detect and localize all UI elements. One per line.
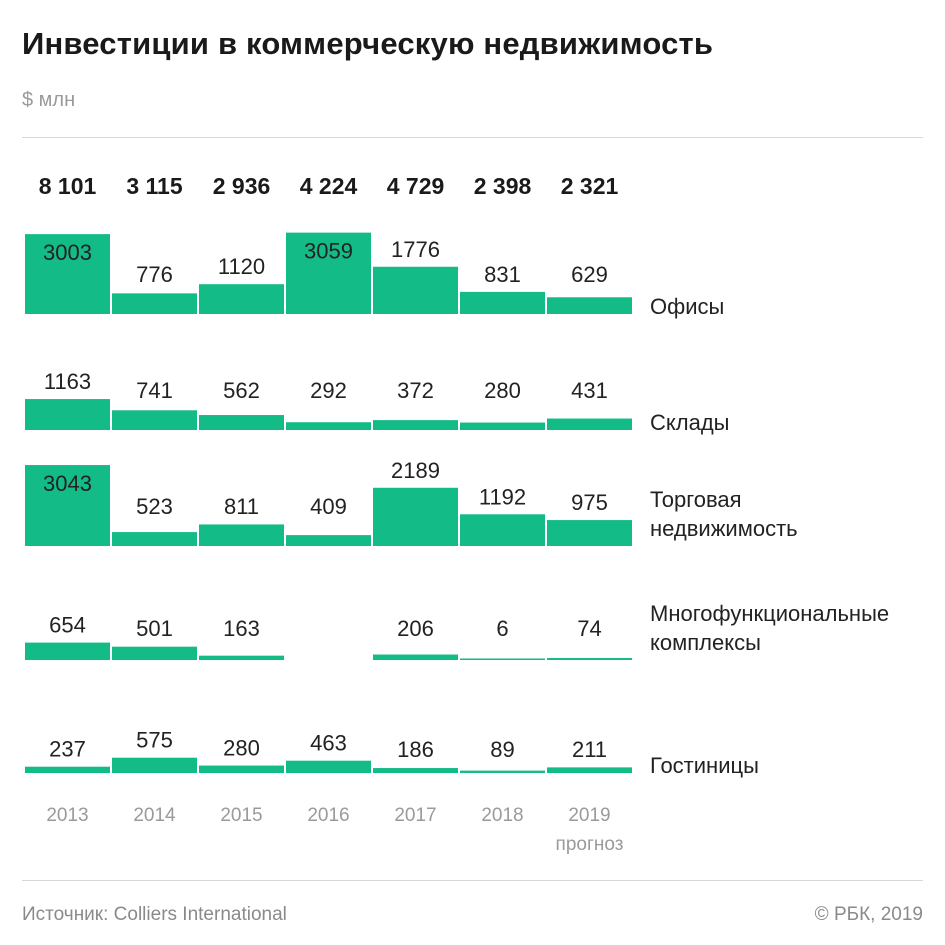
bar: [460, 770, 545, 773]
bottom-divider: [22, 880, 923, 881]
year-label: 2016: [307, 805, 349, 826]
value-label: 3003: [43, 240, 92, 265]
value-label: 831: [484, 262, 521, 287]
bar: [112, 757, 197, 773]
value-label: 776: [136, 262, 173, 287]
value-label: 74: [577, 616, 601, 641]
bar: [373, 266, 458, 314]
year-label: 2014: [133, 805, 176, 826]
bar: [199, 524, 284, 546]
value-label: 1776: [391, 237, 440, 262]
total-label: 3 115: [126, 173, 182, 199]
bar: [199, 415, 284, 430]
year-label: 2013: [46, 805, 88, 826]
total-label: 4 729: [387, 173, 445, 199]
series-label: недвижимость: [650, 516, 798, 541]
bar: [199, 284, 284, 314]
total-label: 4 224: [300, 173, 358, 199]
value-label: 163: [223, 616, 260, 641]
bar: [286, 232, 371, 314]
value-label: 211: [572, 737, 607, 762]
series-label: комплексы: [650, 630, 761, 655]
year-label: 2017: [394, 805, 436, 826]
year-label: 2019: [568, 805, 610, 826]
value-label: 6: [496, 616, 508, 641]
bar: [547, 297, 632, 314]
value-label: 523: [136, 494, 173, 519]
top-divider: [22, 137, 923, 138]
year-note: прогноз: [556, 834, 624, 855]
total-label: 8 101: [39, 173, 97, 199]
value-label: 431: [571, 378, 608, 403]
value-label: 562: [223, 378, 260, 403]
unit-label: $ млн: [22, 89, 76, 111]
value-label: 409: [310, 494, 347, 519]
bar: [547, 520, 632, 546]
bar: [25, 465, 110, 546]
bar: [373, 768, 458, 773]
value-label: 811: [224, 494, 259, 519]
value-label: 372: [397, 378, 434, 403]
series-label: Торговая: [650, 487, 742, 512]
series-label: Гостиницы: [650, 753, 759, 778]
year-label: 2018: [481, 805, 523, 826]
bar: [286, 760, 371, 773]
bar: [112, 410, 197, 430]
series-label: Склады: [650, 410, 729, 435]
value-label: 463: [310, 731, 347, 756]
source-note: Источник: Colliers International: [22, 904, 287, 925]
bar: [286, 422, 371, 430]
value-label: 186: [397, 737, 434, 762]
chart-title: Инвестиции в коммерческую недвижимость: [22, 26, 714, 61]
chart: 8 101 3 115 2 936 4 224 4 729 2 398 2 321 3003 7…: [25, 173, 889, 855]
bar: [112, 532, 197, 546]
series-label: Многофункциональные: [650, 601, 889, 626]
bar: [460, 658, 545, 660]
bar: [373, 420, 458, 430]
total-label: 2 936: [213, 173, 271, 199]
bar: [25, 642, 110, 660]
value-label: 1192: [479, 484, 526, 509]
value-label: 1120: [218, 254, 265, 279]
total-label: 2 321: [561, 173, 619, 199]
bar: [112, 293, 197, 314]
value-label: 1163: [44, 369, 91, 394]
bar: [25, 399, 110, 430]
value-label: 975: [571, 490, 608, 515]
value-label: 292: [310, 378, 347, 403]
value-label: 654: [49, 613, 86, 638]
value-label: 89: [490, 737, 514, 762]
bar: [373, 487, 458, 546]
bar: [25, 234, 110, 314]
value-label: 280: [223, 736, 260, 761]
value-label: 206: [397, 616, 434, 641]
value-label: 3059: [304, 239, 353, 264]
bar: [112, 646, 197, 660]
bar: [373, 654, 458, 660]
value-label: 629: [571, 262, 608, 287]
value-label: 280: [484, 378, 521, 403]
copyright: © РБК, 2019: [814, 904, 923, 925]
value-label: 237: [49, 737, 86, 762]
bar: [460, 422, 545, 430]
series-label: Офисы: [650, 294, 724, 319]
bar: [460, 514, 545, 546]
value-label: 741: [136, 378, 173, 403]
bar: [199, 655, 284, 660]
value-label: 575: [136, 728, 173, 753]
value-label: 501: [136, 616, 173, 641]
bar: [460, 291, 545, 314]
total-label: 2 398: [474, 173, 532, 199]
bar: [286, 535, 371, 546]
bar: [547, 418, 632, 430]
bar: [547, 767, 632, 773]
bar: [199, 765, 284, 773]
value-label: 3043: [43, 471, 92, 496]
year-label: 2015: [220, 805, 262, 826]
bar: [25, 766, 110, 773]
value-label: 2189: [391, 458, 440, 483]
bar: [547, 658, 632, 660]
